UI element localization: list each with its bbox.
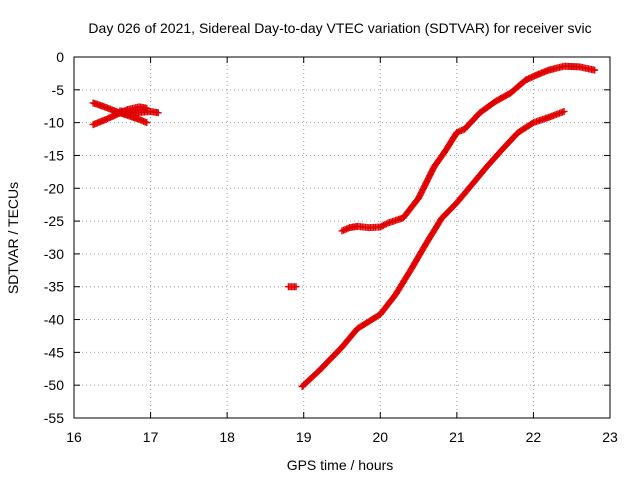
x-tick-label: 19 xyxy=(296,429,312,445)
x-tick-label: 22 xyxy=(526,429,542,445)
data-point xyxy=(379,221,387,229)
plot-frame xyxy=(73,56,611,419)
y-tick-label: -30 xyxy=(44,246,64,262)
y-tick-label: -35 xyxy=(44,279,64,295)
data-point xyxy=(382,220,390,228)
grid xyxy=(74,57,610,418)
series-6 xyxy=(338,62,599,235)
data-point xyxy=(381,221,389,229)
y-tick-label: -55 xyxy=(44,410,64,426)
data-point xyxy=(143,119,151,127)
data-point xyxy=(376,223,384,231)
x-tick-label: 16 xyxy=(66,429,82,445)
data-point xyxy=(560,107,568,115)
chart-title: Day 026 of 2021, Sidereal Day-to-day VTE… xyxy=(88,20,591,36)
data-point xyxy=(378,222,386,230)
y-tick-label: -45 xyxy=(44,344,64,360)
y-tick-label: -5 xyxy=(52,82,65,98)
x-axis-title: GPS time / hours xyxy=(287,457,394,473)
y-tick-label: -20 xyxy=(44,180,64,196)
series-3 xyxy=(116,107,162,117)
y-tick-label: -25 xyxy=(44,213,64,229)
x-tick-label: 23 xyxy=(602,429,618,445)
series-4 xyxy=(284,283,300,291)
y-axis-tick-labels: 0 -5 -10 -15 -20 -25 -30 -35 -40 -45 -50 -55 xyxy=(44,49,64,426)
x-tick-label: 20 xyxy=(372,429,388,445)
data-point xyxy=(154,109,162,117)
y-tick-label: -15 xyxy=(44,147,64,163)
y-tick-label: 0 xyxy=(56,49,64,65)
data-point xyxy=(591,66,599,74)
y-tick-label: -50 xyxy=(44,377,64,393)
x-tick-label: 17 xyxy=(143,429,159,445)
series-5 xyxy=(298,107,568,390)
y-tick-label: -10 xyxy=(44,115,64,131)
x-tick-label: 21 xyxy=(449,429,465,445)
axis-ticks xyxy=(73,56,611,419)
x-axis-tick-labels: 16 17 18 19 20 21 22 23 xyxy=(66,429,618,445)
x-tick-label: 18 xyxy=(219,429,235,445)
y-tick-label: -40 xyxy=(44,312,64,328)
y-axis-title: SDTVAR / TECUs xyxy=(5,182,21,294)
data-point xyxy=(292,283,300,291)
data-points xyxy=(89,62,599,390)
